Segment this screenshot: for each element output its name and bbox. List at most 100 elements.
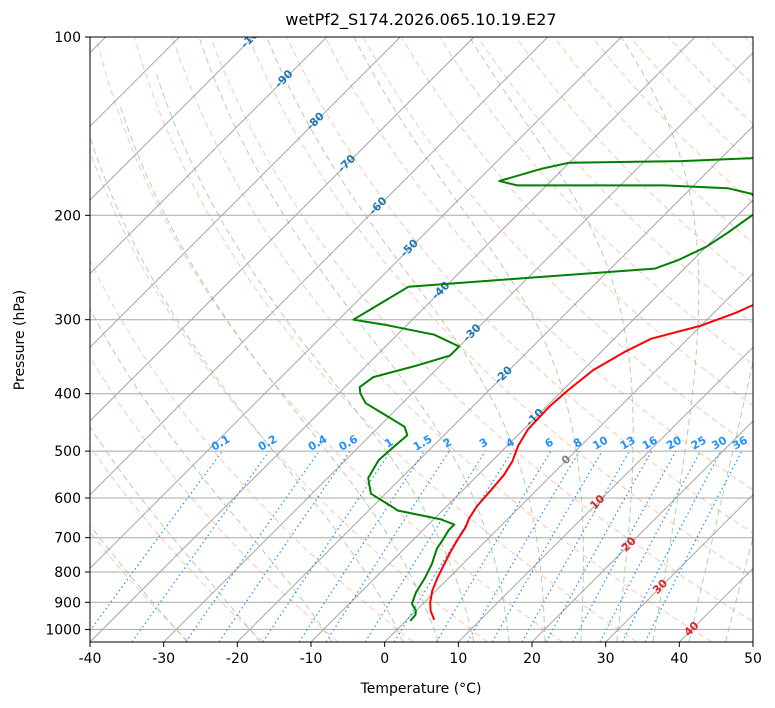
- isotherms: [90, 37, 753, 642]
- dry-adiabat-line: [90, 150, 488, 642]
- moist-adiabat-line: [90, 308, 333, 642]
- temperature-profile-line: [429, 303, 753, 621]
- y-tick-label: 100: [54, 30, 81, 46]
- mixing-ratio-line: [599, 450, 702, 642]
- y-axis-label: Pressure (hPa): [12, 290, 28, 390]
- isotherm-line: [678, 567, 753, 642]
- mixing-ratio-lines: [90, 450, 743, 642]
- dry-adiabat-line: [324, 37, 753, 491]
- moist-adiabat-line: [469, 37, 634, 642]
- mixing-ratio-label: 20: [664, 433, 684, 452]
- isotherm-label: -30: [460, 321, 483, 344]
- dry-adiabat-line: [438, 37, 753, 366]
- mixing-ratio-line: [262, 450, 392, 642]
- dry-adiabat-line: [133, 37, 638, 642]
- chart-title: wetPf2_S174.2026.065.10.19.E27: [285, 10, 556, 30]
- isotherm-line: [752, 641, 753, 642]
- isotherm-line: [90, 37, 401, 349]
- pressure-gridlines: [90, 37, 753, 630]
- dry-adiabat-line: [90, 356, 339, 642]
- isotherm-line: [90, 37, 254, 201]
- mixing-ratio-labels: 0.1 0.2 0.4 0.6 1 1.5 2 3 4 6 8 10 13 16 20 25 30 36: [209, 432, 750, 453]
- isotherm-line: [90, 37, 328, 275]
- mixing-ratio-label: 13: [618, 434, 638, 453]
- x-tick-label: -10: [300, 651, 323, 667]
- mixing-ratio-line: [325, 450, 450, 642]
- mixing-ratio-label: 8: [571, 436, 584, 451]
- isotherm-line: [310, 199, 753, 642]
- isotherm-line: [384, 272, 753, 642]
- mixing-ratio-line: [466, 450, 580, 642]
- x-tick-label: 50: [744, 651, 762, 667]
- x-tick-label: -40: [79, 651, 102, 667]
- mixing-ratio-label: 30: [709, 433, 729, 452]
- x-axis: -40 -30 -20 -10 0 10 20 30 40 50: [79, 642, 762, 667]
- mixing-ratio-line: [298, 450, 425, 642]
- dry-adiabat-line: [286, 37, 753, 534]
- y-axis: 100 200 300 400 500 600 700 800 900 1000: [45, 30, 90, 638]
- moist-adiabat-line: [90, 135, 404, 642]
- mixing-ratio-line: [572, 450, 677, 642]
- x-tick-label: 30: [597, 651, 615, 667]
- mixing-ratio-label: 0.1: [209, 433, 232, 454]
- x-tick-label: 40: [670, 651, 688, 667]
- y-tick-label: 400: [54, 387, 81, 403]
- moist-adiabat-line: [725, 536, 753, 642]
- mixing-ratio-line: [131, 450, 270, 642]
- dry-adiabat-line: [90, 259, 414, 642]
- mixing-ratio-line: [218, 450, 351, 642]
- mixing-ratio-line: [435, 450, 552, 642]
- dry-adiabats: [90, 37, 753, 642]
- moist-adiabat-line: [90, 524, 188, 642]
- isotherm-line: [236, 125, 753, 642]
- y-tick-label: 700: [54, 531, 81, 547]
- dry-adiabat-line: [591, 37, 753, 204]
- moist-adiabat-line: [155, 72, 475, 642]
- isotherm-line: [90, 37, 475, 422]
- dewpoint-profile-line: [352, 157, 753, 622]
- isotherm-line: [163, 51, 753, 642]
- isotherm-line: [457, 346, 753, 642]
- x-tick-label: 10: [449, 651, 467, 667]
- mixing-ratio-line: [644, 450, 743, 642]
- y-tick-label: 800: [54, 565, 81, 581]
- mixing-ratio-label: 6: [543, 435, 556, 450]
- moist-adiabat-line: [266, 37, 546, 642]
- y-tick-label: 300: [54, 313, 81, 329]
- moist-adiabat-line: [353, 37, 584, 642]
- dry-adiabat-line: [90, 531, 190, 642]
- dry-adiabat-line: [706, 37, 753, 86]
- mixing-ratio-label: 0.6: [337, 432, 361, 453]
- moist-adiabat-line: [198, 37, 510, 642]
- mixing-ratio-label: 16: [640, 433, 660, 452]
- mixing-ratio-label: 10: [590, 433, 610, 452]
- plot-area: -100-90-80-70-60-50-40-30-20-10010203040…: [90, 37, 775, 642]
- mixing-ratio-label: 0.2: [256, 433, 279, 454]
- isotherm-line: [90, 37, 622, 570]
- moist-adiabat-line: [90, 426, 261, 642]
- isotherm-label: 30: [650, 576, 670, 596]
- x-axis-label: Temperature (°C): [360, 681, 482, 697]
- x-tick-label: -20: [226, 651, 249, 667]
- y-tick-label: 600: [54, 491, 81, 507]
- isotherm-line: [531, 420, 753, 642]
- isotherm-line: [90, 37, 549, 496]
- x-tick-label: -30: [152, 651, 175, 667]
- y-tick-label: 500: [54, 444, 81, 460]
- dry-adiabat-line: [90, 445, 264, 642]
- dry-adiabat-line: [210, 37, 753, 623]
- dry-adiabat-line: [171, 37, 712, 642]
- dry-adiabat-line: [248, 37, 753, 578]
- mixing-ratio-label: 1.5: [411, 433, 434, 454]
- moist-adiabat-line: [688, 358, 753, 642]
- x-tick-label: 20: [523, 651, 541, 667]
- moist-adiabat-line: [762, 37, 775, 642]
- dry-adiabat-line: [668, 37, 753, 125]
- isotherm-label: -90: [272, 67, 295, 90]
- mixing-ratio-label: 36: [730, 433, 750, 452]
- y-tick-label: 900: [54, 595, 81, 611]
- dry-adiabat-line: [95, 37, 563, 642]
- moist-adiabats: [90, 37, 775, 642]
- isotherm-line: [90, 37, 696, 642]
